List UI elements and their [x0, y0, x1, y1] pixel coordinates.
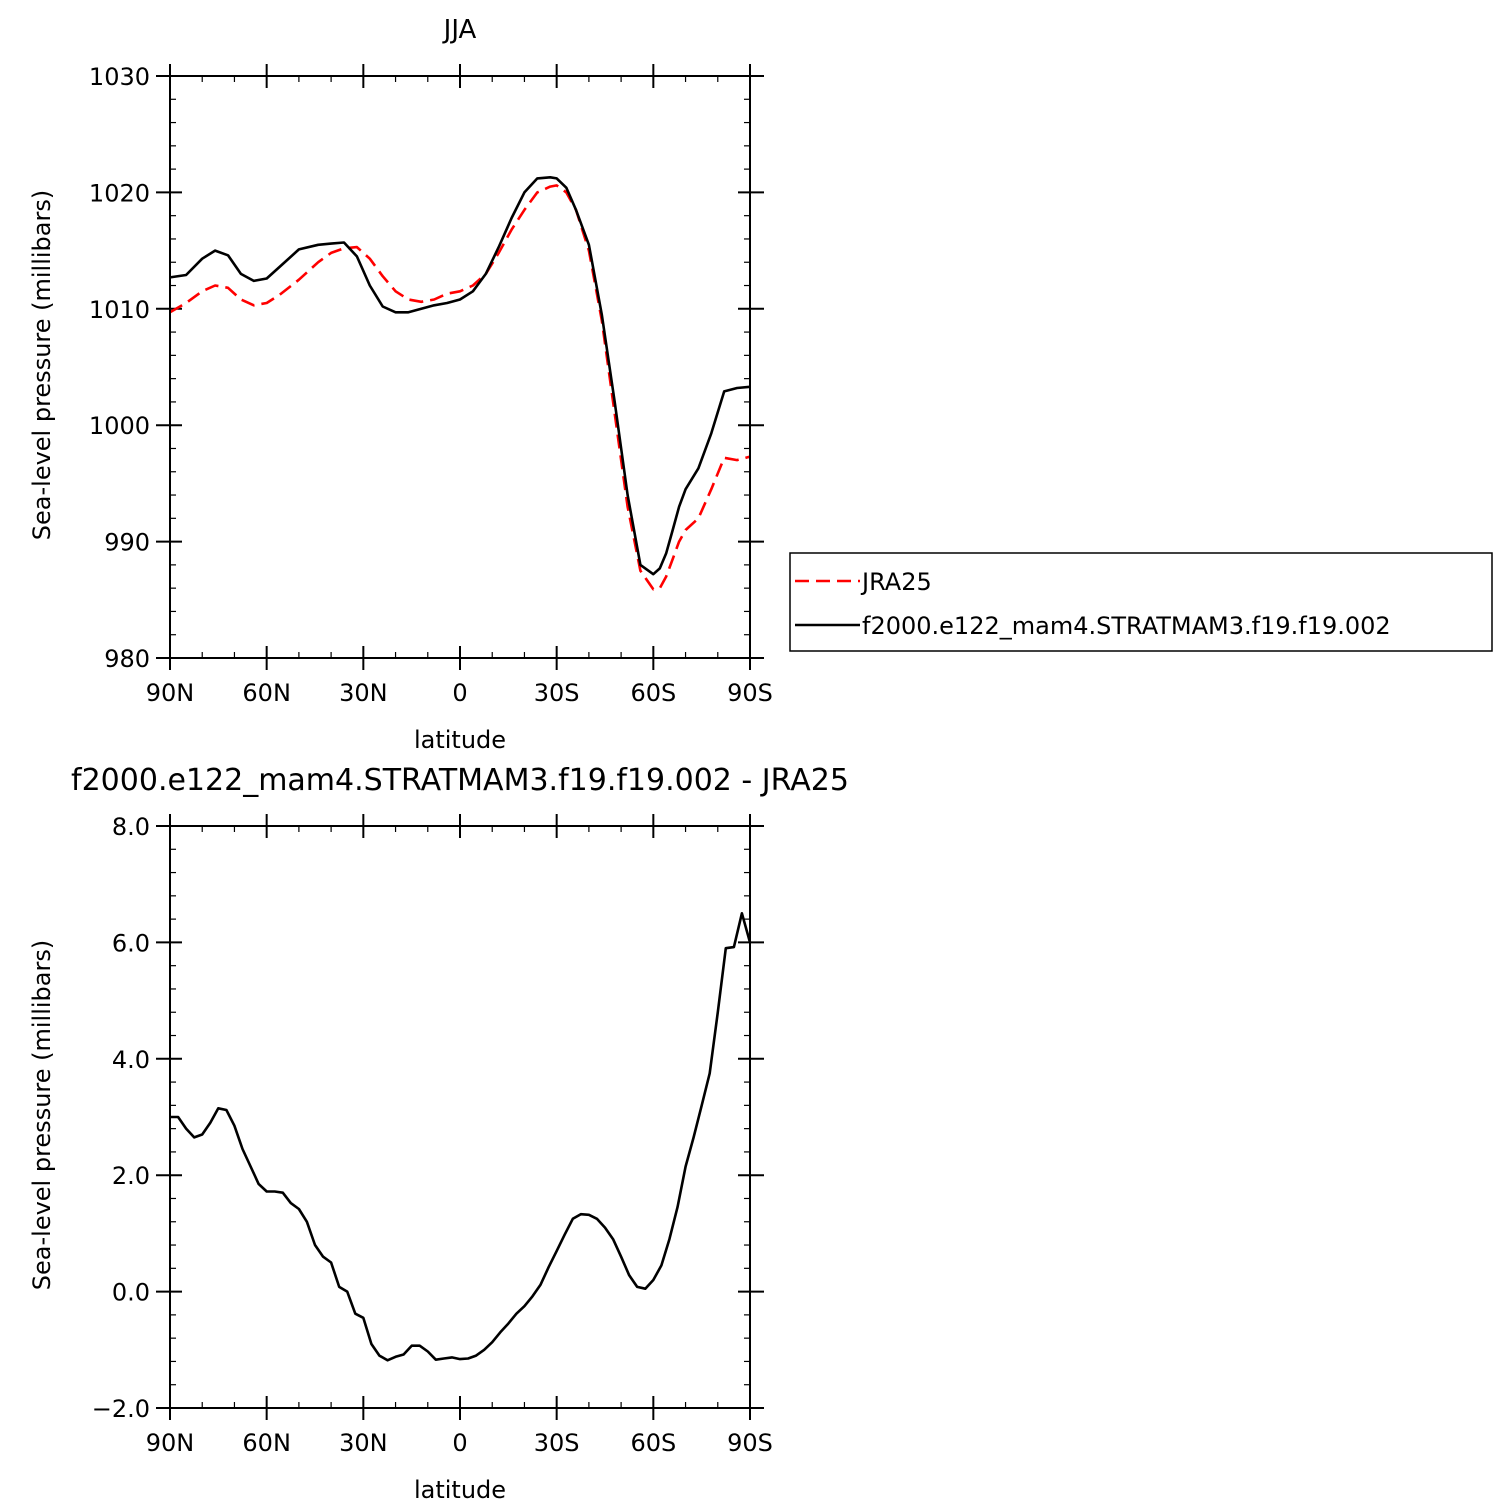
bottom-y-tick-label: 2.0 [112, 1162, 150, 1190]
legend: JRA25 f2000.e122_mam4.STRATMAM3.f19.f19.… [789, 552, 1493, 652]
bottom-x-axis-label: latitude [414, 1476, 506, 1504]
bottom-chart-title: f2000.e122_mam4.STRATMAM3.f19.f19.002 - … [71, 763, 849, 798]
top-x-tick-label: 90N [146, 679, 195, 707]
bottom-x-tick-label: 90S [727, 1429, 773, 1457]
legend-label-model: f2000.e122_mam4.STRATMAM3.f19.f19.002 [862, 612, 1391, 640]
top-x-tick-label: 90S [727, 679, 773, 707]
bottom-y-tick-label: 4.0 [112, 1046, 150, 1074]
legend-box [789, 552, 1493, 652]
top-y-axis-label: Sea-level pressure (millibars) [28, 190, 56, 540]
bottom-plot-frame [169, 825, 751, 1409]
bottom-x-tick-label: 30S [534, 1429, 580, 1457]
top-x-tick-label: 30S [534, 679, 580, 707]
legend-label-jra25: JRA25 [860, 568, 932, 596]
top-panel: JJA 90N 60N 30N 0 30S 60S 90S 980 990 1000 1010 102… [28, 15, 1493, 754]
top-x-axis-label: latitude [414, 726, 506, 754]
top-x-tick-label: 0 [452, 679, 467, 707]
bottom-panel: f2000.e122_mam4.STRATMAM3.f19.f19.002 - … [28, 763, 849, 1504]
bottom-x-tick-label: 60S [630, 1429, 676, 1457]
top-y-tick-label: 1030 [89, 63, 150, 91]
top-x-tick-label: 30N [339, 679, 388, 707]
bottom-y-tick-label: 6.0 [112, 929, 150, 957]
bottom-y-tick-label: 8.0 [112, 813, 150, 841]
top-series-line-0 [169, 184, 751, 591]
top-y-tick-label: 990 [104, 529, 150, 557]
top-series-line-1 [169, 176, 751, 576]
bottom-y-tick-label: −2.0 [92, 1395, 150, 1423]
top-plot-area: 90N 60N 30N 0 30S 60S 90S 980 990 1000 1010 1020 103… [89, 63, 773, 707]
bottom-x-tick-label: 60N [242, 1429, 291, 1457]
top-chart-title: JJA [442, 15, 477, 45]
top-y-tick-label: 1020 [89, 179, 150, 207]
top-y-tick-label: 1000 [89, 412, 150, 440]
top-y-tick-label: 980 [104, 645, 150, 673]
top-x-tick-label: 60S [630, 679, 676, 707]
bottom-x-tick-label: 30N [339, 1429, 388, 1457]
top-x-tick-label: 60N [242, 679, 291, 707]
top-plot-frame [169, 75, 751, 659]
bottom-x-tick-label: 90N [146, 1429, 195, 1457]
bottom-x-tick-label: 0 [452, 1429, 467, 1457]
bottom-y-axis-label: Sea-level pressure (millibars) [28, 940, 56, 1290]
bottom-series-line-0 [170, 911, 752, 1362]
top-y-tick-label: 1010 [89, 296, 150, 324]
bottom-plot-area: 90N 60N 30N 0 30S 60S 90S −2.0 0.0 2.0 4.0 6.0 8.0 [92, 813, 773, 1457]
bottom-y-tick-label: 0.0 [112, 1279, 150, 1307]
